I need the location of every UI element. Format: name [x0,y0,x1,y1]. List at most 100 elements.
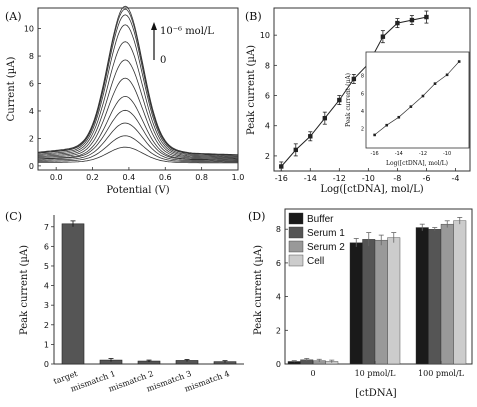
panel-b-xtick-label: -12 [333,174,346,183]
panel-a-xlabel: Potential (V) [106,185,169,196]
panel-a-xtick-label: 0.6 [159,173,172,182]
panel-c-ylabel: Peak current (µA) [19,245,30,335]
voltammogram-curve-8 [37,41,238,158]
panel-b-point [322,115,328,121]
panel-a-ytick-label: 4 [29,107,34,116]
inset-frame [365,51,470,149]
panel-c-ytick-label: 1 [44,340,49,349]
panel-b-chart: -16 -14 -12 -10 -8 -6 -4 2 4 6 8 10 -16 -14 -12 -10 2 4… [246,7,471,195]
panel-d-bar-cell [387,237,401,365]
inset-ytick-label: 4 [361,109,364,115]
voltammogram-curve-1 [38,146,238,164]
legend-swatch-buffer [288,212,304,225]
panel-b-xtick-label: -6 [422,174,430,183]
panel-b-ytick-label: 10 [260,31,270,40]
panel-d-xtick-label: 100 pmol/L [418,369,465,378]
legend-swatch-cell [288,254,304,267]
panel-d-ytick-label: 6 [276,259,281,268]
voltammogram-curve-6 [37,77,238,160]
panel-b-point [424,14,429,20]
inset-xtick-label: -16 [371,151,379,157]
annotation-top: 10⁻⁶ mol/L [160,26,214,37]
panel-d-bar-serum-1 [362,239,376,365]
panel-b-ylabel: Peak current (µA) [246,45,257,135]
panel-d-ytick-label: 4 [276,293,281,302]
inset-point [397,115,401,119]
panel-a-xtick-label: 0.0 [50,173,63,182]
panel-d-bar-serum-2 [440,223,454,365]
panel-d-bar-cell [453,220,467,365]
panel-b-point [351,76,357,82]
legend-swatch-serum-1 [288,226,304,239]
panel-a-ytick-label: 6 [29,80,34,89]
panel-a-ytick-label: 10 [24,25,34,34]
panel-d-ytick-label: 8 [276,225,281,234]
panel-b-ytick-label: 8 [265,61,270,70]
inset-xtick-label: -14 [395,151,403,157]
inset-xtick-label: -12 [419,151,427,157]
panel-b-point [308,134,313,139]
panel-a-ytick-label: 8 [29,52,34,61]
inset-ytick-label: 2 [361,127,364,133]
inset-point [373,133,376,137]
panel-c-ytick-label: 5 [44,262,49,271]
legend-swatch-serum-2 [288,240,304,253]
panel-b-point [380,34,386,39]
inset-point [421,94,425,98]
panel-b-xtick-label: -8 [393,174,401,183]
panel-b-point [337,97,342,103]
panel-b-point [395,20,400,26]
panel-c-ytick-label: 6 [44,242,49,251]
panel-c-ytick-label: 0 [44,360,49,369]
inset-point [457,60,461,63]
panel-c-bar-1 [61,223,85,365]
voltammogram-curve-5 [37,95,239,161]
panel-a-xtick-label: 0.8 [195,173,208,182]
voltammogram-curve-12 [37,5,238,156]
inset-point [445,73,449,77]
voltammogram-curve-4 [37,109,238,161]
panel-d-ytick-label: 0 [276,360,281,369]
panel-d-xtick-label: 0 [310,369,315,378]
panel-b-point [409,17,415,23]
panel-a-ytick-label: 2 [29,134,34,143]
annotation-bottom: 0 [160,55,166,66]
voltammogram-curve-9 [37,24,239,157]
panel-d-label: (D) [248,210,265,223]
voltammogram-curve-11 [37,8,238,156]
panel-d-bar-serum-1 [428,229,442,365]
panel-b-xtick-label: -16 [275,174,288,183]
panel-a-ytick-label: 0 [29,162,34,171]
inset-point [385,123,389,127]
panel-a-label: (A) [5,10,22,23]
panel-d-bar-buffer [415,227,429,365]
panel-c-label: (C) [5,210,22,223]
panel-c-ytick-label: 4 [44,282,49,291]
panel-b-ytick-label: 4 [265,122,270,131]
panel-b-ytick-label: 6 [265,92,270,101]
panel-a-frame [37,7,239,171]
panel-c-ytick-label: 2 [44,321,49,330]
legend-label-cell: Cell [307,256,324,267]
panel-a-xtick-label: 0.2 [86,173,99,182]
panel-a-xtick-label: 0.4 [123,173,136,182]
panel-d-xlabel: [ctDNA] [355,388,397,399]
panel-c-ytick-label: 3 [44,301,49,310]
legend-label-serum-2: Serum 2 [307,242,345,253]
inset-ytick-label: 8 [361,74,364,80]
inset-xlabel: Log([ctDNA], mol/L) [386,160,448,167]
legend-label-buffer: Buffer [307,214,334,225]
panel-b-xtick-label: -4 [451,174,459,183]
inset-ytick-label: 6 [361,91,364,97]
panel-d-chart: 0 2 4 6 8 0 10 pmol/L 100 pmol/L Buffer Serum 1… [253,208,473,399]
inset-point [409,105,413,108]
voltammogram-curve-7 [37,59,238,159]
inset-series-line [374,61,460,136]
arrow-head-icon [151,22,157,30]
panel-b-label: (B) [245,10,262,23]
panel-d-xtick-label: 10 pmol/L [355,369,397,378]
panel-d-ytick-label: 2 [276,326,281,335]
